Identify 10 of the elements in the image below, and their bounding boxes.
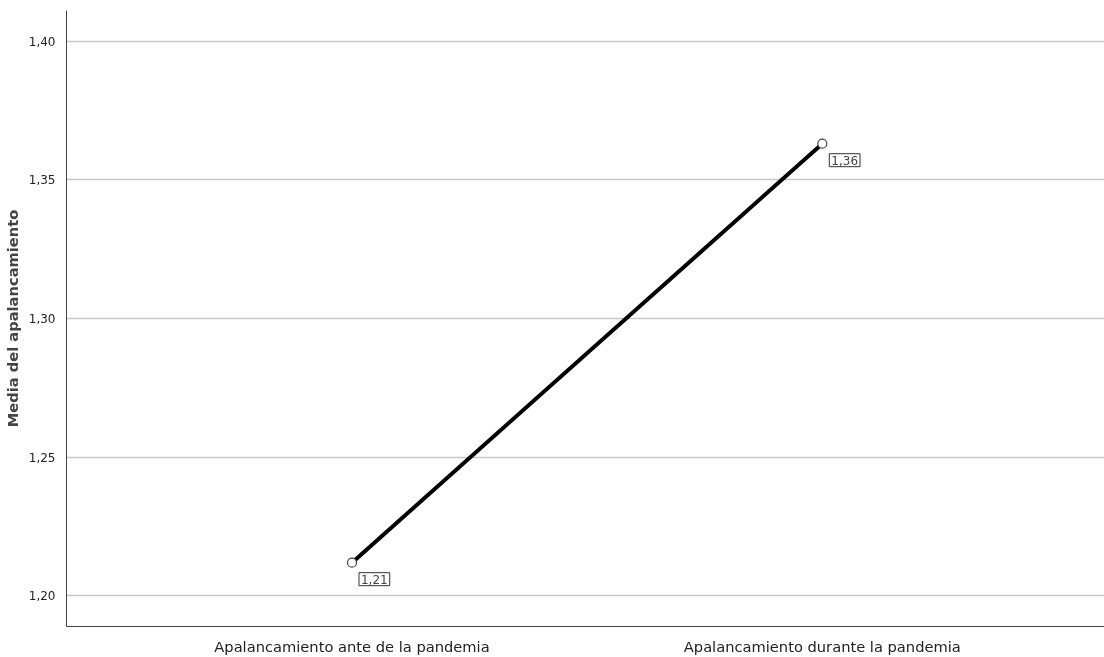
y-tick-label: 1,20 [28,589,56,604]
data-label: 1,36 [831,153,859,168]
x-tick-label: Apalancamiento ante de la pandemia [214,637,490,655]
data-label: 1,21 [360,572,388,587]
y-tick-label: 1,25 [28,450,56,465]
y-tick-label: 1,30 [28,312,56,326]
y-axis-title: Media del apalancamiento [3,209,21,428]
x-tick-label: Apalancamiento durante la pandemia [683,637,961,655]
y-tick-label: 1,40 [28,34,56,49]
y-tick-label: 1,35 [28,173,56,188]
